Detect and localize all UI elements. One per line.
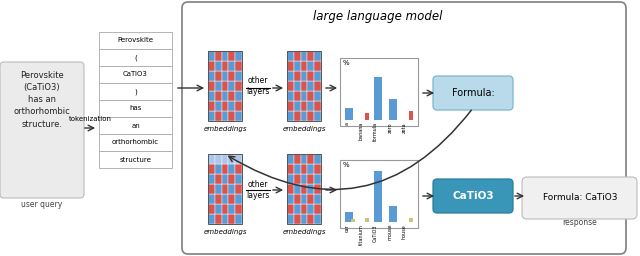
Bar (215, 101, 221, 111)
Bar (236, 194, 242, 204)
Text: Formula: CaTiO3: Formula: CaTiO3 (543, 194, 617, 202)
Bar (314, 184, 321, 194)
Bar (221, 91, 228, 101)
Text: Perovskite
(CaTiO3)
has an
orthorhombic
structure.: Perovskite (CaTiO3) has an orthorhombic … (13, 71, 70, 129)
Bar (287, 174, 294, 184)
Bar (374, 77, 382, 120)
Bar (301, 174, 307, 184)
Bar (307, 51, 314, 61)
Bar (301, 51, 307, 61)
Bar (208, 61, 215, 71)
Bar (236, 184, 242, 194)
Bar (236, 61, 242, 71)
Bar (99, 117, 172, 134)
Bar (221, 111, 228, 121)
Text: ): ) (134, 88, 137, 95)
Bar (208, 194, 215, 204)
Bar (314, 214, 321, 224)
Bar (221, 81, 228, 91)
Bar (301, 184, 307, 194)
Bar (365, 113, 369, 120)
Bar (208, 184, 215, 194)
Text: zeta: zeta (402, 122, 407, 133)
Bar (314, 51, 321, 61)
Text: car: car (344, 224, 349, 232)
Bar (307, 111, 314, 121)
Bar (301, 214, 307, 224)
Text: a: a (344, 122, 349, 125)
Bar (236, 81, 242, 91)
Bar (287, 101, 294, 111)
Bar (228, 204, 236, 214)
Bar (215, 111, 221, 121)
Bar (294, 164, 301, 174)
Bar (294, 204, 301, 214)
Bar (314, 111, 321, 121)
Bar (314, 81, 321, 91)
Bar (236, 204, 242, 214)
Bar (307, 61, 314, 71)
Bar (307, 101, 314, 111)
Bar (215, 61, 221, 71)
Bar (208, 81, 215, 91)
Bar (340, 58, 418, 126)
Bar (215, 194, 221, 204)
Bar (294, 51, 301, 61)
Text: response: response (563, 218, 597, 227)
Bar (221, 51, 228, 61)
Text: user query: user query (21, 200, 63, 209)
Text: other
layers: other layers (246, 76, 269, 96)
Text: large language model: large language model (314, 10, 443, 23)
Bar (228, 111, 236, 121)
Bar (208, 174, 215, 184)
Bar (314, 91, 321, 101)
Bar (99, 151, 172, 168)
Bar (287, 61, 294, 71)
Bar (307, 71, 314, 81)
Bar (228, 164, 236, 174)
Bar (388, 100, 397, 120)
Text: embeddings: embeddings (204, 229, 247, 235)
Bar (228, 61, 236, 71)
Bar (99, 83, 172, 100)
Text: embeddings: embeddings (282, 126, 326, 132)
Text: other
layers: other layers (246, 180, 269, 200)
Bar (236, 214, 242, 224)
Text: orthorhombic: orthorhombic (112, 140, 159, 145)
Bar (236, 91, 242, 101)
Bar (236, 101, 242, 111)
Bar (307, 214, 314, 224)
Bar (221, 204, 228, 214)
Bar (221, 164, 228, 174)
Bar (294, 174, 301, 184)
Bar (208, 71, 215, 81)
Bar (294, 111, 301, 121)
Bar (287, 91, 294, 101)
Bar (314, 174, 321, 184)
Bar (221, 184, 228, 194)
Bar (314, 194, 321, 204)
Text: Perovskite: Perovskite (118, 37, 154, 44)
Bar (307, 91, 314, 101)
Bar (346, 108, 353, 120)
Text: banana: banana (359, 122, 364, 140)
Bar (208, 154, 215, 164)
Bar (287, 214, 294, 224)
Bar (228, 81, 236, 91)
Text: Formula:: Formula: (452, 88, 494, 98)
Text: (: ( (134, 54, 137, 61)
Bar (208, 164, 215, 174)
Text: tokenization: tokenization (68, 116, 111, 122)
Bar (221, 194, 228, 204)
Bar (307, 204, 314, 214)
Bar (294, 81, 301, 91)
Bar (236, 51, 242, 61)
Bar (215, 174, 221, 184)
Text: %: % (343, 162, 349, 168)
Bar (301, 204, 307, 214)
Bar (208, 51, 242, 121)
Text: CaTiO3: CaTiO3 (373, 224, 378, 241)
FancyBboxPatch shape (433, 179, 513, 213)
Bar (365, 218, 369, 222)
Text: titanium: titanium (359, 224, 364, 245)
